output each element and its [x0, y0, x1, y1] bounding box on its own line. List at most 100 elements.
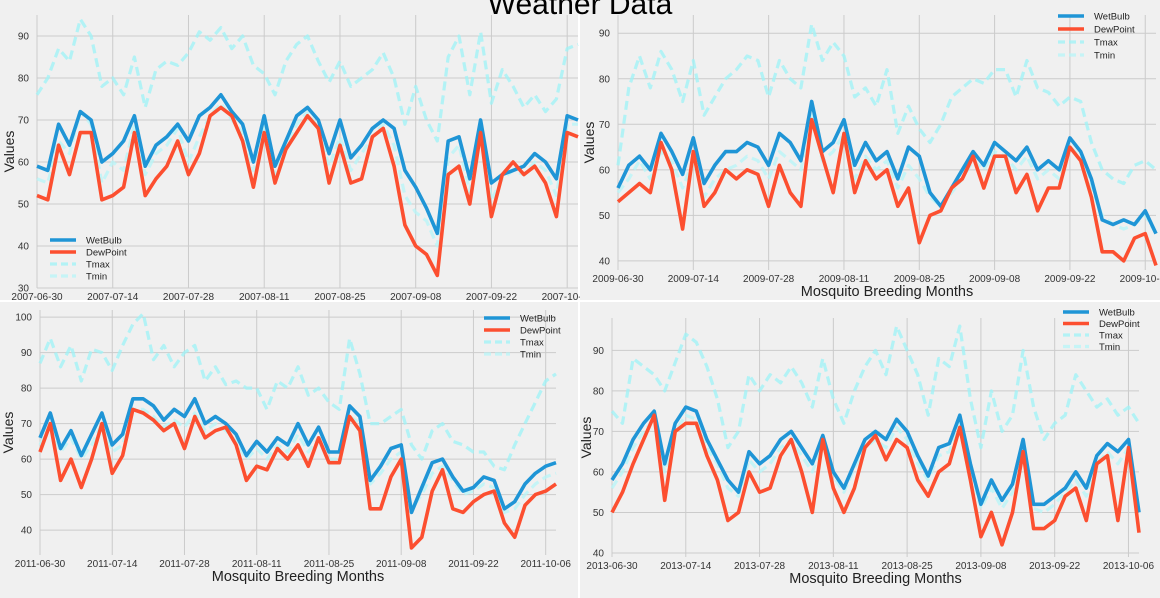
- x-tick-label: 2011-09-22: [448, 559, 499, 570]
- x-tick-label: 2007-06-30: [11, 292, 63, 303]
- legend-label-tmin: Tmin: [86, 272, 107, 283]
- x-tick-label: 2007-10-06: [542, 292, 594, 303]
- y-tick-label: 50: [21, 490, 33, 501]
- y-tick-label: 90: [599, 29, 611, 40]
- x-tick-label: 2007-07-14: [87, 292, 139, 303]
- legend-label-tmin: Tmin: [520, 350, 541, 361]
- y-tick-label: 40: [18, 242, 30, 253]
- legend-label-wetbulb: WetBulb: [1094, 12, 1130, 23]
- y-tick-label: 60: [18, 158, 30, 169]
- series-line-wetbulb: [616, 99, 1158, 235]
- legend-label-tmax: Tmax: [520, 338, 544, 349]
- y-tick-label: 60: [599, 165, 611, 176]
- x-tick-label: 2007-08-11: [239, 292, 290, 303]
- x-axis-label: Mosquito Breeding Months: [212, 569, 385, 585]
- y-tick-label: 80: [18, 74, 30, 85]
- series-line-dewpoint: [616, 117, 1158, 266]
- x-tick-label: 2013-06-30: [586, 561, 638, 572]
- x-tick-label: 2013-07-14: [660, 561, 712, 572]
- chart-panel-1: 30 40 50 60 70 80 90 2007-06-30 2007-07-14 2007-0…: [0, 0, 593, 303]
- x-tick-label: 2011-09-08: [376, 559, 427, 570]
- series-line-dewpoint: [610, 413, 1141, 547]
- x-tick-label: 2011-07-28: [159, 559, 210, 570]
- legend-label-wetbulb: WetBulb: [520, 314, 556, 325]
- legend-label-tmax: Tmax: [1099, 331, 1123, 342]
- y-axis-label: Values: [0, 412, 16, 454]
- x-tick-label: 2011-07-14: [87, 559, 138, 570]
- legend-label-tmin: Tmin: [1094, 51, 1115, 62]
- x-axis-label: Mosquito Breeding Months: [801, 284, 974, 300]
- x-tick-label: 2013-07-28: [734, 561, 786, 572]
- y-tick-label: 60: [593, 467, 605, 478]
- series-line-tmin: [38, 407, 557, 515]
- y-tick-label: 40: [593, 548, 605, 559]
- legend-label-tmax: Tmax: [1094, 38, 1118, 49]
- legend: WetBulb DewPoint Tmax Tmin: [1058, 12, 1135, 62]
- y-tick-label: 100: [15, 313, 32, 324]
- series-line-tmax: [38, 312, 557, 472]
- legend-label-wetbulb: WetBulb: [86, 236, 122, 247]
- legend-label-dewpoint: DewPoint: [1094, 25, 1135, 36]
- y-tick-label: 90: [21, 348, 33, 359]
- y-tick-label: 50: [18, 200, 30, 211]
- y-tick-label: 80: [593, 386, 605, 397]
- x-axis-label: Mosquito Breeding Months: [789, 571, 962, 587]
- x-tick-label: 2007-07-28: [163, 292, 215, 303]
- series-line-dewpoint: [36, 105, 579, 278]
- series-line-wetbulb: [38, 396, 557, 515]
- x-tick-label: 2007-09-08: [390, 292, 442, 303]
- x-tick-label: 2009-09-08: [969, 274, 1021, 285]
- x-tick-label: 2009-09-22: [1044, 274, 1096, 285]
- x-tick-label: 2007-09-22: [466, 292, 518, 303]
- chart-panel-2: 40 50 60 70 80 90 2009-06-30 2009-07-14 2009-07-…: [580, 0, 1160, 300]
- legend-label-tmax: Tmax: [86, 260, 110, 271]
- y-tick-label: 90: [593, 346, 605, 357]
- x-tick-label: 2009-07-14: [668, 274, 720, 285]
- legend-label-dewpoint: DewPoint: [1099, 319, 1140, 330]
- y-tick-label: 30: [18, 284, 30, 295]
- x-tick-label: 2007-08-25: [314, 292, 366, 303]
- series-line-tmax: [616, 22, 1158, 186]
- series-line-tmax: [35, 17, 579, 143]
- chart-panel-4: 40 50 60 70 80 90 2013-06-30 2013-07-14 2013-07-…: [578, 302, 1160, 598]
- x-tick-label: 2011-08-25: [304, 559, 355, 570]
- x-tick-label: 2009-08-11: [819, 274, 870, 285]
- x-tick-label: 2013-09-08: [955, 561, 1007, 572]
- x-tick-label: 2009-10-06: [1120, 274, 1160, 285]
- y-tick-label: 50: [599, 211, 611, 222]
- panel-background: [580, 302, 1160, 598]
- series-line-wetbulb: [36, 93, 579, 236]
- legend-label-dewpoint: DewPoint: [86, 248, 127, 259]
- legend-label-tmin: Tmin: [1099, 342, 1120, 353]
- y-tick-label: 80: [21, 384, 33, 395]
- x-tick-label: 2011-06-30: [15, 559, 66, 570]
- chart-panel-3: 40 50 60 70 80 90 100 2011-06-30 2011-07-14 2011-…: [0, 302, 578, 598]
- y-axis-label: Values: [581, 122, 597, 164]
- y-tick-label: 80: [599, 74, 611, 85]
- series-line-wetbulb: [610, 405, 1141, 513]
- y-tick-label: 70: [593, 427, 605, 438]
- x-tick-label: 2009-08-25: [894, 274, 946, 285]
- y-axis-label: Values: [1, 131, 17, 173]
- x-tick-label: 2013-08-25: [882, 561, 934, 572]
- x-tick-label: 2013-09-22: [1029, 561, 1081, 572]
- x-tick-label: 2011-10-06: [520, 559, 571, 570]
- y-axis-label: Values: [578, 417, 594, 459]
- y-tick-label: 70: [18, 116, 30, 127]
- y-tick-label: 70: [21, 419, 33, 430]
- y-tick-label: 60: [21, 455, 33, 466]
- x-tick-label: 2009-07-28: [743, 274, 795, 285]
- legend-label-wetbulb: WetBulb: [1099, 308, 1135, 319]
- figure-title: Weather Data: [488, 0, 673, 21]
- series-line-dewpoint: [38, 407, 558, 550]
- x-tick-label: 2013-08-11: [808, 561, 859, 572]
- x-tick-label: 2009-06-30: [592, 274, 644, 285]
- x-tick-label: 2013-10-06: [1103, 561, 1155, 572]
- y-tick-label: 50: [593, 508, 605, 519]
- y-tick-label: 40: [21, 526, 33, 537]
- y-tick-label: 90: [18, 32, 30, 43]
